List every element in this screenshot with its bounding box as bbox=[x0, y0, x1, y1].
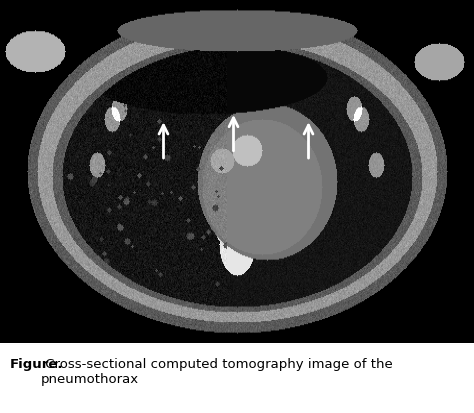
Text: Cross-sectional computed tomography image of the
pneumothorax: Cross-sectional computed tomography imag… bbox=[41, 357, 393, 385]
Text: Figure.: Figure. bbox=[9, 357, 63, 370]
